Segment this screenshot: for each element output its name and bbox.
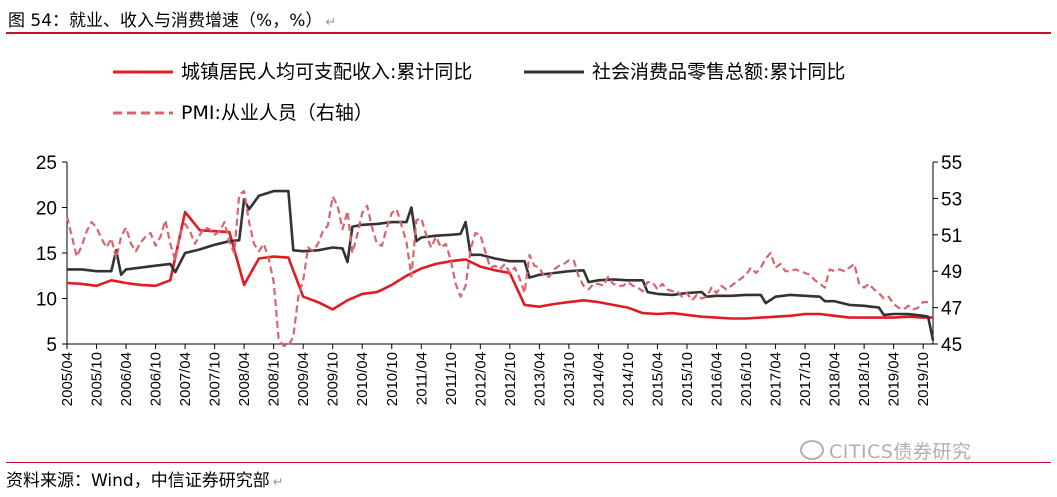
footer-divider bbox=[6, 462, 1051, 463]
y-right-tick-label: 45 bbox=[941, 335, 962, 356]
wechat-icon bbox=[800, 440, 824, 460]
x-tick-label: 2007/10 bbox=[207, 352, 224, 406]
chart-axes: 5 10 15 20 25 45 47 49 51 53 55 2005/04 2005/10 2006/… bbox=[36, 153, 962, 406]
x-tick-label: 2011/10 bbox=[443, 352, 460, 405]
x-tick-label: 2015/10 bbox=[679, 352, 696, 406]
source-note: 资料来源：Wind，中信证券研究部 ↵ bbox=[6, 471, 284, 491]
x-tick-label: 2012/04 bbox=[472, 352, 489, 406]
return-mark-icon: ↵ bbox=[325, 15, 337, 30]
y-left-tick-label: 25 bbox=[36, 153, 57, 174]
x-tick-label: 2018/04 bbox=[827, 352, 844, 406]
x-tick-label: 2005/10 bbox=[89, 352, 106, 406]
figure-title: 图 54：就业、收入与消费增速（%，%） ↵ bbox=[8, 11, 337, 31]
chart-series bbox=[65, 189, 935, 347]
x-tick-label: 2017/10 bbox=[797, 352, 814, 406]
x-tick-label: 2010/04 bbox=[354, 352, 371, 406]
x-tick-label: 2005/04 bbox=[59, 352, 76, 406]
x-tick-label: 2016/10 bbox=[738, 352, 755, 406]
x-tick-label: 2008/04 bbox=[236, 352, 253, 406]
x-tick-label: 2014/10 bbox=[620, 352, 637, 406]
y-right-tick-label: 53 bbox=[941, 189, 962, 210]
x-tick-label: 2013/10 bbox=[561, 352, 578, 406]
x-tick-label: 2008/10 bbox=[266, 352, 283, 406]
y-right-tick-label: 47 bbox=[941, 299, 962, 320]
x-tick-label: 2007/04 bbox=[177, 352, 194, 406]
x-tick-label: 2013/04 bbox=[531, 352, 548, 406]
legend-label-1: 城镇居民人均可支配收入:累计同比 bbox=[181, 61, 472, 83]
y-left-tick-label: 5 bbox=[46, 335, 57, 356]
legend-label-2: 社会消费品零售总额:累计同比 bbox=[592, 61, 845, 83]
series-line-1 bbox=[66, 210, 933, 320]
x-tick-label: 2015/04 bbox=[649, 352, 666, 406]
x-tick-label: 2018/10 bbox=[856, 352, 873, 406]
series-line-3 bbox=[65, 190, 933, 347]
y-right-tick-label: 49 bbox=[941, 262, 962, 283]
x-tick-label: 2019/04 bbox=[886, 352, 903, 406]
title-bar: 图 54：就业、收入与消费增速（%，%） ↵ bbox=[6, 2, 1051, 34]
x-tick-label: 2017/04 bbox=[768, 352, 785, 406]
x-tick-label: 2014/04 bbox=[590, 352, 607, 406]
y-right-tick-label: 51 bbox=[941, 226, 962, 247]
chart-legend: 城镇居民人均可支配收入:累计同比 社会消费品零售总额:累计同比 PMI:从业人员（右… bbox=[113, 61, 845, 124]
x-tick-label: 2019/10 bbox=[915, 352, 932, 406]
x-tick-label: 2011/04 bbox=[413, 352, 430, 405]
y-left-tick-label: 15 bbox=[36, 244, 57, 265]
legend-label-3: PMI:从业人员（右轴） bbox=[181, 102, 373, 124]
x-tick-label: 2009/10 bbox=[325, 352, 342, 406]
x-tick-label: 2016/04 bbox=[709, 352, 726, 406]
series-line-2 bbox=[67, 189, 935, 341]
line-chart: 5 10 15 20 25 45 47 49 51 53 55 2005/04 2005/10 2006/… bbox=[36, 61, 962, 406]
return-mark-icon: ↵ bbox=[272, 475, 284, 490]
x-tick-label: 2012/10 bbox=[502, 352, 519, 406]
x-tick-label: 2006/04 bbox=[118, 352, 135, 406]
x-tick-label: 2006/10 bbox=[148, 352, 165, 406]
watermark: CITICS债券研究 bbox=[800, 437, 971, 464]
x-tick-label: 2009/04 bbox=[295, 352, 312, 406]
x-tick-label: 2010/10 bbox=[384, 352, 401, 406]
y-left-tick-label: 20 bbox=[36, 199, 57, 220]
y-left-tick-label: 10 bbox=[36, 290, 57, 311]
y-right-tick-label: 55 bbox=[941, 153, 962, 174]
